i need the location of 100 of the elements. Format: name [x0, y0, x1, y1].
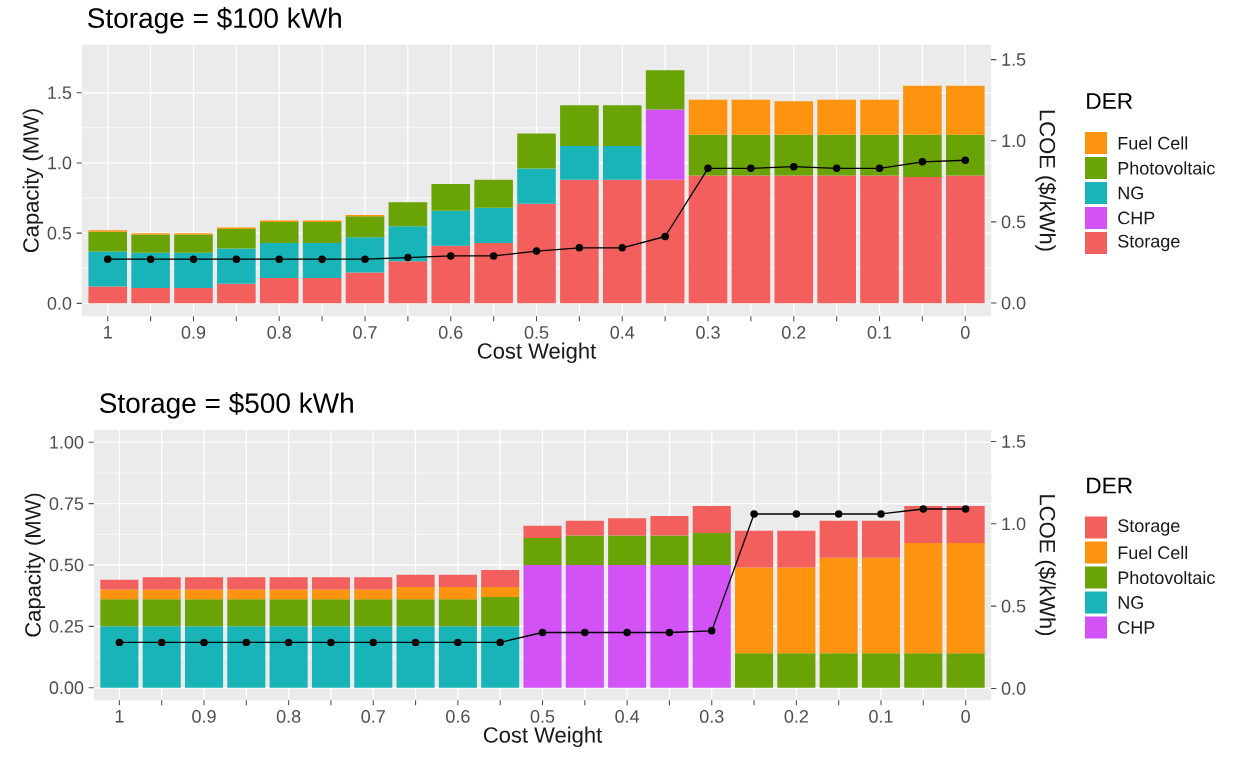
bar: [861, 520, 901, 558]
y-tick-label: 0.0: [47, 296, 72, 310]
point: [146, 255, 155, 263]
bar: [860, 175, 899, 304]
point: [327, 638, 335, 647]
bar: [777, 530, 816, 568]
bar: [131, 287, 170, 304]
x-tick-label: 0.9: [181, 326, 206, 339]
bar: [217, 228, 256, 249]
y-tick-label: 0.25: [49, 619, 84, 633]
bar: [269, 577, 308, 590]
bar: [354, 577, 393, 590]
bar: [142, 589, 181, 600]
point: [189, 255, 198, 263]
bar: [100, 626, 139, 688]
bar: [142, 599, 181, 627]
bar: [142, 577, 181, 590]
bar: [396, 626, 435, 688]
bar: [731, 175, 771, 304]
point: [918, 158, 927, 166]
bar: [688, 175, 728, 304]
point: [361, 255, 369, 263]
bar: [817, 99, 856, 135]
bar: [259, 221, 299, 243]
point: [454, 638, 462, 647]
bar: [817, 134, 856, 176]
bar: [142, 626, 181, 688]
bar: [692, 533, 731, 565]
bar: [269, 599, 308, 627]
point: [538, 628, 547, 637]
y2-tick-label: 0.0: [1001, 682, 1026, 695]
bar: [269, 589, 308, 600]
bar: [438, 626, 477, 688]
bar: [269, 626, 308, 688]
bar: [731, 99, 771, 135]
bar: [217, 283, 256, 304]
bar: [945, 85, 985, 135]
bar: [861, 653, 901, 688]
x-tick-label: 0.7: [361, 710, 385, 723]
point: [832, 164, 841, 173]
legend-label: Storage: [1118, 234, 1180, 252]
bar: [431, 210, 471, 246]
bar: [184, 589, 224, 600]
bar: [481, 596, 520, 627]
bar: [345, 272, 385, 304]
bar: [946, 653, 985, 688]
bar: [774, 134, 814, 176]
x-axis-title: Cost Weight: [477, 342, 597, 364]
y2-tick-label: 1.5: [1002, 53, 1026, 66]
point: [750, 510, 758, 518]
x-tick-label: 0.4: [610, 326, 635, 339]
y2-axis-title: LCOE ($/kWh): [1035, 110, 1057, 251]
bar: [311, 589, 350, 600]
bar: [259, 242, 299, 279]
point: [790, 162, 798, 171]
bar: [817, 175, 856, 304]
bar: [354, 599, 393, 627]
bar: [184, 577, 224, 590]
bar: [602, 146, 642, 180]
point: [104, 255, 112, 263]
bar: [903, 85, 942, 135]
bar: [735, 653, 774, 688]
y2-axis-title: LCOE ($/kWh): [1035, 495, 1057, 636]
x-tick-label: 0.9: [192, 710, 216, 723]
bar: [259, 278, 299, 304]
point: [318, 255, 326, 263]
y-axis-title: Capacity (MW): [24, 493, 46, 637]
bar: [774, 175, 814, 304]
point: [411, 638, 420, 647]
bar: [523, 525, 562, 538]
legend-title: DER: [1087, 93, 1133, 109]
y2-tick-label: 0.5: [1001, 215, 1026, 229]
bar: [431, 245, 471, 304]
bar: [517, 203, 556, 304]
bar: [184, 626, 224, 688]
x-tick-label: 1: [115, 710, 124, 723]
y2-tick-label: 1.5: [1002, 435, 1026, 448]
point: [704, 164, 712, 173]
bar: [311, 626, 350, 688]
bar: [88, 251, 128, 287]
bar: [388, 226, 428, 262]
point: [575, 244, 584, 252]
point: [232, 255, 241, 263]
legend-title: DER: [1087, 477, 1133, 494]
bar: [650, 535, 689, 565]
x-tick-label: 0.1: [869, 710, 893, 723]
x-tick-label: 0.7: [353, 326, 377, 339]
bar: [819, 653, 858, 688]
y-tick-label: 1.5: [48, 86, 72, 100]
bar: [174, 252, 213, 288]
bar: [184, 599, 224, 627]
point: [877, 510, 885, 518]
y-tick-label: 1.00: [50, 435, 84, 449]
bar: [517, 133, 556, 169]
bar: [819, 557, 858, 654]
x-tick-label: 0.5: [524, 326, 549, 339]
bar: [946, 542, 985, 654]
point: [242, 638, 251, 647]
bar: [217, 248, 256, 284]
y-tick-label: 0.5: [47, 226, 72, 240]
